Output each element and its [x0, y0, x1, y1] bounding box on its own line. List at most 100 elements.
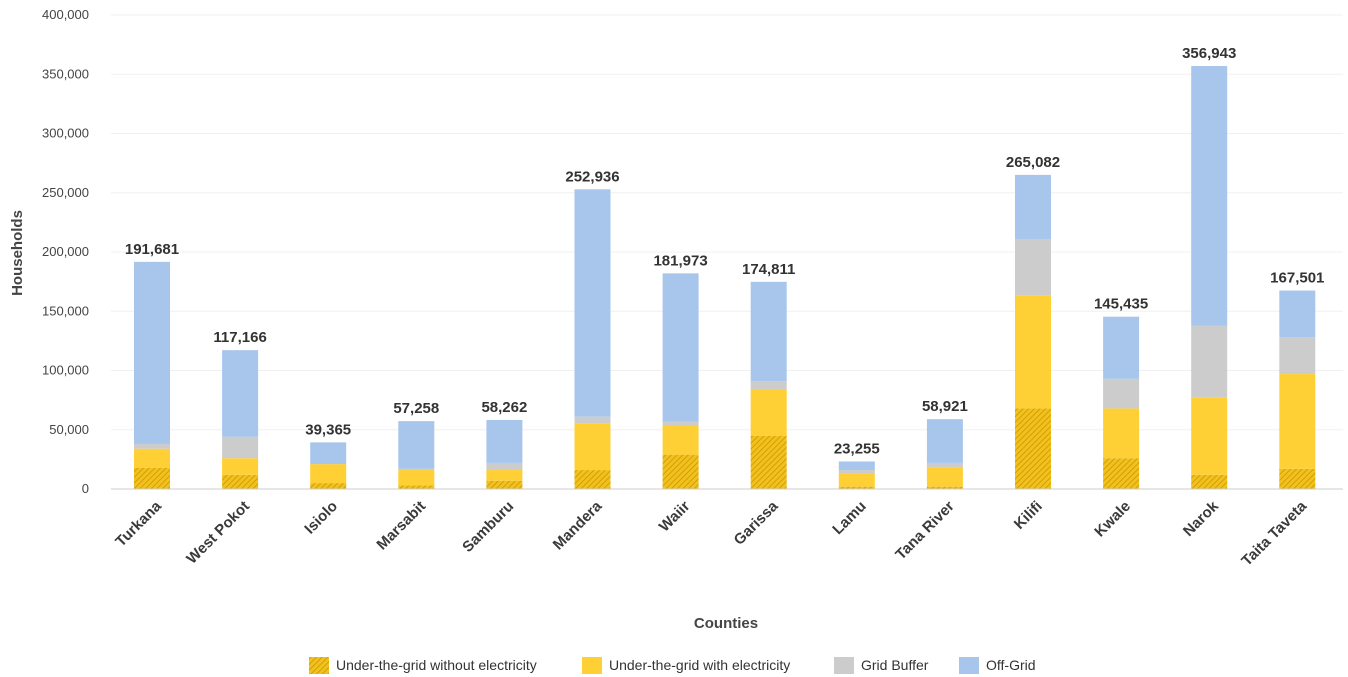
x-tick-label: Tana River: [892, 498, 958, 564]
y-tick-label: 50,000: [49, 422, 89, 437]
x-tick-label: Samburu: [459, 498, 517, 556]
bar-segment-grid-buffer-west-pokot: [222, 436, 259, 459]
bar-segment-under-the-grid-without-electricity-isiolo: [310, 483, 347, 489]
bar-segment-under-the-grid-without-electricity-tana-river: [926, 486, 963, 489]
y-axis-ticks: 0 50,000 100,000 150,000 200,000 250,000 300,0…: [42, 7, 89, 496]
legend-item: Off-Grid: [959, 657, 1036, 674]
bar-segment-under-the-grid-without-electricity-turkana: [134, 467, 170, 489]
bar-total-label: 58,262: [481, 399, 527, 416]
legend-label: Under-the-grid with electricity: [609, 657, 790, 673]
bar-segment-off-grid-kilifi: [1015, 174, 1051, 239]
bar-segment-off-grid-kwale: [1103, 316, 1140, 379]
bar-total-label: 145,435: [1094, 296, 1148, 313]
y-tick-label: 350,000: [42, 66, 89, 81]
bar-segment-off-grid-garissa: [750, 281, 787, 382]
x-tick-label: Narok: [1180, 497, 1223, 540]
x-tick-label: Turkana: [112, 497, 165, 550]
x-tick-label: West Pokot: [183, 498, 253, 568]
bar-segment-under-the-grid-without-electricity-narok: [1191, 474, 1228, 489]
bar-segment-under-the-grid-with-electricity-west-pokot: [222, 458, 259, 475]
bar-total-label: 181,973: [653, 252, 707, 269]
y-tick-label: 200,000: [42, 244, 89, 259]
y-axis-title: Households: [9, 210, 26, 296]
bar-segment-off-grid-taita-taveta: [1279, 290, 1316, 338]
legend-label: Off-Grid: [986, 657, 1036, 673]
bar-segment-off-grid-samburu: [486, 419, 523, 463]
bar-segment-under-the-grid-without-electricity-garissa: [750, 435, 787, 489]
bar-total-label: 39,365: [305, 421, 351, 438]
x-tick-label: Kwale: [1091, 498, 1134, 541]
bar-segment-grid-buffer-taita-taveta: [1279, 337, 1316, 375]
bar-total-label: 356,943: [1182, 45, 1236, 62]
x-tick-label: Lamu: [829, 498, 869, 538]
bar-segment-under-the-grid-without-electricity-samburu: [486, 480, 523, 489]
y-tick-label: 150,000: [42, 303, 89, 318]
bar-segment-off-grid-west-pokot: [222, 350, 259, 437]
bar-segment-under-the-grid-without-electricity-kwale: [1103, 458, 1140, 489]
bar-segment-under-the-grid-with-electricity-waiir: [662, 425, 699, 455]
bar-segment-under-the-grid-without-electricity-kilifi: [1015, 408, 1051, 489]
bars: [134, 66, 1316, 489]
bar-segment-off-grid-tana-river: [926, 419, 963, 463]
bar-segment-under-the-grid-with-electricity-taita-taveta: [1279, 374, 1316, 469]
y-tick-label: 400,000: [42, 7, 89, 22]
y-tick-label: 0: [82, 481, 89, 496]
bar-segment-under-the-grid-with-electricity-kilifi: [1015, 295, 1051, 409]
bar-segment-grid-buffer-garissa: [750, 381, 787, 390]
bar-segment-grid-buffer-kwale: [1103, 378, 1140, 409]
legend-label: Grid Buffer: [861, 657, 929, 673]
legend-swatch: [582, 657, 602, 674]
x-tick-label: Marsabit: [373, 498, 429, 554]
y-tick-label: 100,000: [42, 363, 89, 378]
bar-total-label: 117,166: [213, 329, 266, 346]
bar-segment-under-the-grid-without-electricity-mandera: [574, 470, 611, 489]
legend-swatch: [309, 657, 329, 674]
x-axis-ticks: Turkana West Pokot Isiolo Marsabit Samburu Ma…: [112, 497, 1310, 569]
bar-segment-under-the-grid-with-electricity-tana-river: [926, 467, 963, 487]
bar-segment-under-the-grid-without-electricity-waiir: [662, 454, 699, 489]
legend: Under-the-grid without electricity Under-…: [309, 657, 1036, 674]
legend-label: Under-the-grid without electricity: [336, 657, 537, 673]
bar-segment-under-the-grid-without-electricity-lamu: [838, 486, 875, 489]
y-tick-label: 300,000: [42, 126, 89, 141]
y-tick-label: 250,000: [42, 185, 89, 200]
bar-segment-grid-buffer-turkana: [134, 443, 170, 449]
bar-segment-off-grid-lamu: [838, 461, 875, 471]
legend-swatch: [834, 657, 854, 674]
bar-segment-grid-buffer-marsabit: [398, 468, 435, 471]
bar-segment-under-the-grid-with-electricity-garissa: [750, 389, 787, 436]
bar-total-labels: 191,681 117,166 39,365 57,258 58,262 252,936 1…: [125, 45, 1325, 457]
bar-segment-under-the-grid-with-electricity-marsabit: [398, 470, 435, 486]
bar-segment-under-the-grid-with-electricity-samburu: [486, 470, 523, 481]
x-tick-label: Mandera: [550, 497, 606, 553]
bar-segment-under-the-grid-with-electricity-isiolo: [310, 464, 347, 484]
bar-segment-under-the-grid-without-electricity-marsabit: [398, 485, 435, 489]
bar-segment-off-grid-narok: [1191, 66, 1228, 326]
bar-segment-grid-buffer-waiir: [662, 421, 699, 426]
bar-total-label: 191,681: [125, 241, 179, 258]
bar-segment-under-the-grid-with-electricity-kwale: [1103, 408, 1140, 459]
legend-swatch: [959, 657, 979, 674]
bar-segment-under-the-grid-with-electricity-mandera: [574, 423, 611, 471]
bar-total-label: 167,501: [1270, 270, 1324, 287]
x-tick-label: Isiolo: [301, 498, 341, 538]
bar-total-label: 23,255: [834, 440, 880, 457]
bar-segment-off-grid-turkana: [134, 261, 170, 444]
bar-segment-under-the-grid-with-electricity-narok: [1191, 397, 1228, 475]
bar-segment-off-grid-isiolo: [310, 442, 347, 465]
bar-segment-grid-buffer-samburu: [486, 462, 523, 471]
bar-segment-under-the-grid-with-electricity-turkana: [134, 448, 170, 468]
x-tick-label: Kilifi: [1011, 498, 1046, 533]
bar-segment-under-the-grid-with-electricity-lamu: [838, 473, 875, 487]
x-tick-label: Garissa: [731, 497, 782, 548]
bar-total-label: 174,811: [742, 261, 795, 278]
bar-segment-grid-buffer-tana-river: [926, 462, 963, 468]
bar-segment-off-grid-marsabit: [398, 421, 435, 469]
bar-segment-grid-buffer-kilifi: [1015, 238, 1051, 296]
bar-segment-under-the-grid-without-electricity-taita-taveta: [1279, 468, 1316, 489]
bar-segment-grid-buffer-mandera: [574, 416, 611, 424]
bar-segment-grid-buffer-narok: [1191, 325, 1228, 398]
legend-item: Under-the-grid with electricity: [582, 657, 790, 674]
